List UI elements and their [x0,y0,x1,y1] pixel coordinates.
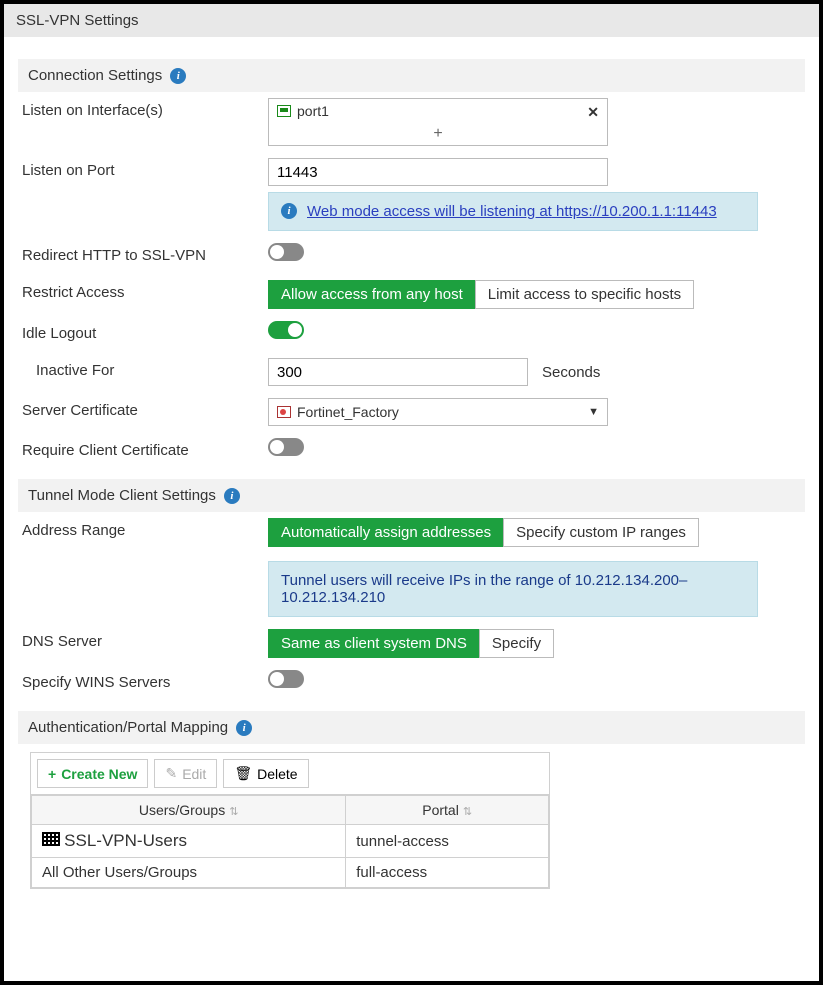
restrict-allow-option[interactable]: Allow access from any host [268,280,476,309]
info-icon[interactable]: i [170,68,186,84]
port-info-callout: i Web mode access will be listening at h… [268,192,758,231]
chevron-down-icon: ▼ [588,406,599,418]
server-cert-select[interactable]: Fortinet_Factory ▼ [268,398,608,426]
seconds-suffix: Seconds [542,364,600,381]
section-tunnel-label: Tunnel Mode Client Settings [28,487,216,504]
port-icon [277,105,291,117]
listen-port-label: Listen on Port [18,158,268,183]
address-range-auto[interactable]: Automatically assign addresses [268,518,504,547]
section-tunnel: Tunnel Mode Client Settings i [18,479,805,512]
inactive-for-input[interactable] [268,358,528,386]
address-range-label: Address Range [18,518,268,543]
server-cert-value: Fortinet_Factory [297,404,399,420]
col-users-groups[interactable]: Users/Groups⇅ [32,796,346,825]
content: Connection Settings i Listen on Interfac… [4,37,819,901]
require-client-cert-label: Require Client Certificate [18,438,268,463]
delete-label: Delete [257,766,297,782]
info-icon[interactable]: i [236,720,252,736]
table-row[interactable]: All Other Users/Groupsfull-access [32,858,549,888]
group-icon [42,832,60,846]
add-interface-button[interactable]: + [269,123,607,145]
section-auth: Authentication/Portal Mapping i [18,711,805,744]
cell-users-groups: All Other Users/Groups [32,858,346,888]
tunnel-range-callout: Tunnel users will receive IPs in the ran… [268,561,758,617]
window: SSL-VPN Settings Connection Settings i L… [0,0,823,985]
redirect-http-label: Redirect HTTP to SSL-VPN [18,243,268,268]
interface-selector[interactable]: port1 ✕ + [268,98,608,146]
remove-interface-icon[interactable]: ✕ [587,104,599,121]
edit-button[interactable]: ✎ Edit [154,759,217,788]
page-title: SSL-VPN Settings [4,4,819,37]
dns-server-label: DNS Server [18,629,268,654]
dns-server-segmented: Same as client system DNS Specify [268,629,554,658]
table-row[interactable]: SSL-VPN-Userstunnel-access [32,825,549,858]
certificate-icon [277,406,291,418]
trash-icon: 🗑 [234,765,252,782]
sort-icon: ⇅ [463,806,472,818]
listen-interface-label: Listen on Interface(s) [18,98,268,123]
idle-logout-label: Idle Logout [18,321,268,346]
section-auth-label: Authentication/Portal Mapping [28,719,228,736]
require-client-cert-toggle[interactable] [268,438,304,456]
wins-toggle[interactable] [268,670,304,688]
cell-users-groups: SSL-VPN-Users [32,825,346,858]
cell-portal: tunnel-access [346,825,549,858]
redirect-http-toggle[interactable] [268,243,304,261]
interface-item-label: port1 [297,103,329,119]
table-toolbar: + Create New ✎ Edit 🗑 Delete [31,753,549,795]
info-icon: i [281,203,297,219]
interface-item: port1 ✕ [269,99,607,123]
server-cert-label: Server Certificate [18,398,268,423]
address-range-segmented: Automatically assign addresses Specify c… [268,518,805,547]
section-connection: Connection Settings i [18,59,805,92]
restrict-access-segmented: Allow access from any host Limit access … [268,280,694,309]
edit-label: Edit [182,766,206,782]
dns-specify-option[interactable]: Specify [479,629,554,658]
address-range-custom[interactable]: Specify custom IP ranges [503,518,699,547]
plus-icon: + [48,766,56,782]
create-new-button[interactable]: + Create New [37,759,148,788]
create-new-label: Create New [61,766,137,782]
idle-logout-toggle[interactable] [268,321,304,339]
portal-mapping-table: + Create New ✎ Edit 🗑 Delete Users/Group… [30,752,550,889]
dns-same-option[interactable]: Same as client system DNS [268,629,480,658]
pencil-icon: ✎ [165,765,177,782]
inactive-for-label: Inactive For [18,358,268,383]
section-connection-label: Connection Settings [28,67,162,84]
delete-button[interactable]: 🗑 Delete [223,759,308,788]
info-icon[interactable]: i [224,488,240,504]
col-portal[interactable]: Portal⇅ [346,796,549,825]
cell-portal: full-access [346,858,549,888]
sort-icon: ⇅ [229,806,238,818]
listen-port-input[interactable] [268,158,608,186]
restrict-limit-option[interactable]: Limit access to specific hosts [475,280,694,309]
wins-label: Specify WINS Servers [18,670,268,695]
restrict-access-label: Restrict Access [18,280,268,305]
port-info-link[interactable]: Web mode access will be listening at htt… [307,203,717,220]
